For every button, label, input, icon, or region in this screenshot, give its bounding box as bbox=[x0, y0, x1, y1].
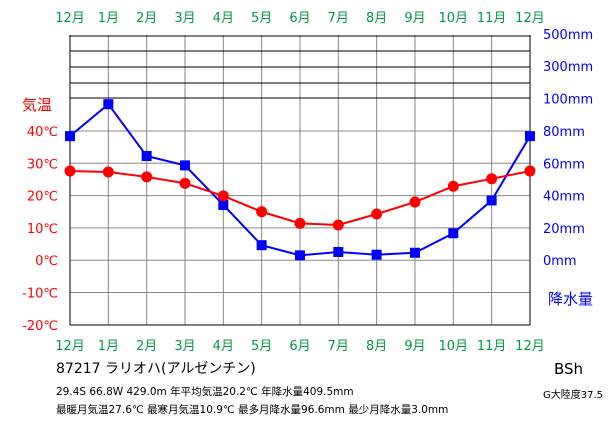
month-label-bottom: 2月 bbox=[136, 339, 157, 354]
month-label-bottom: 10月 bbox=[439, 339, 469, 354]
month-label-bottom: 11月 bbox=[477, 339, 507, 354]
precipitation-tick-label: 20mm bbox=[543, 222, 585, 237]
temperature-marker bbox=[524, 165, 536, 177]
month-label-bottom: 5月 bbox=[251, 339, 272, 354]
month-label-bottom: 12月 bbox=[515, 339, 545, 354]
temperature-marker bbox=[447, 180, 459, 192]
month-label-top: 3月 bbox=[174, 11, 195, 26]
month-label-top: 7月 bbox=[328, 11, 349, 26]
precipitation-axis-title: 降水量 bbox=[548, 290, 593, 308]
plot-frame bbox=[69, 35, 531, 326]
month-label-top: 12月 bbox=[55, 11, 85, 26]
temperature-tick-label: 20℃ bbox=[27, 190, 58, 205]
temperature-marker bbox=[141, 171, 153, 183]
month-label-top: 6月 bbox=[289, 11, 310, 26]
temperature-tick-label: -20℃ bbox=[22, 319, 58, 334]
grid-layer bbox=[70, 35, 530, 325]
station-name: 87217 ラリオハ(アルゼンチン) bbox=[56, 361, 256, 377]
precipitation-tick-label: 0mm bbox=[543, 254, 577, 269]
precipitation-marker bbox=[65, 131, 75, 142]
month-label-bottom: 4月 bbox=[213, 339, 234, 354]
temperature-marker bbox=[256, 206, 268, 218]
temperature-tick-label: 0℃ bbox=[35, 254, 58, 269]
precipitation-tick-label: 100mm bbox=[543, 93, 593, 108]
precipitation-marker bbox=[333, 246, 344, 257]
series-layer bbox=[64, 99, 536, 261]
precipitation-marker bbox=[524, 131, 535, 142]
month-label-top: 11月 bbox=[477, 11, 507, 26]
station-stats-line-2: 最暖月気温27.6℃ 最寒月気温10.9℃ 最多月降水量96.6mm 最少月降水… bbox=[56, 404, 449, 416]
month-label-bottom: 12月 bbox=[55, 339, 85, 354]
month-label-bottom: 8月 bbox=[366, 339, 387, 354]
precipitation-marker bbox=[218, 199, 229, 210]
month-label-bottom: 7月 bbox=[328, 339, 349, 354]
temperature-marker bbox=[332, 219, 344, 231]
month-label-top: 8月 bbox=[366, 11, 387, 26]
temperature-marker bbox=[179, 177, 191, 189]
month-label-top: 2月 bbox=[136, 11, 157, 26]
precipitation-marker bbox=[371, 249, 382, 260]
month-label-top: 4月 bbox=[213, 11, 234, 26]
temperature-marker bbox=[486, 173, 498, 185]
temperature-axis-title: 気温 bbox=[22, 96, 52, 114]
temperature-marker bbox=[294, 217, 306, 229]
continentality-index: G大陸度37.5 bbox=[542, 390, 603, 401]
precipitation-marker bbox=[294, 250, 305, 261]
temperature-marker bbox=[371, 208, 383, 220]
temperature-tick-label: -10℃ bbox=[22, 287, 58, 302]
climate-chart: 12月 12月 1月 1月 2月 2月 3月 3月 4月 4月 5月 5月 6月 6月 7月 7月 8月 8月 9月… bbox=[22, 11, 593, 354]
station-stats-line-1: 29.4S 66.8W 429.0m 年平均気温20.2℃ 年降水量409.5m… bbox=[56, 386, 354, 398]
precipitation-tick-label: 80mm bbox=[543, 125, 585, 140]
temperature-tick-label: 30℃ bbox=[27, 157, 58, 172]
precipitation-tick-label: 60mm bbox=[543, 157, 585, 172]
climate-classification: BSh bbox=[553, 360, 583, 378]
month-label-bottom: 6月 bbox=[289, 339, 310, 354]
month-label-top: 1月 bbox=[98, 11, 119, 26]
month-label-top: 10月 bbox=[439, 11, 469, 26]
month-label-bottom: 3月 bbox=[174, 339, 195, 354]
precipitation-marker bbox=[179, 160, 190, 171]
temperature-marker bbox=[102, 166, 114, 178]
temperature-tick-label: 10℃ bbox=[27, 222, 58, 237]
precipitation-tick-label: 500mm bbox=[543, 28, 593, 43]
temperature-tick-label: 40℃ bbox=[27, 125, 58, 140]
precipitation-marker bbox=[409, 247, 420, 258]
temperature-marker bbox=[409, 196, 421, 208]
temperature-marker bbox=[64, 165, 76, 177]
precipitation-marker bbox=[256, 240, 267, 251]
axis-labels: 12月 12月 1月 1月 2月 2月 3月 3月 4月 4月 5月 5月 6月 6月 7月 7月 8月 8月 9月… bbox=[22, 11, 593, 354]
precipitation-marker bbox=[141, 151, 152, 162]
precipitation-tick-label: 300mm bbox=[543, 60, 593, 75]
precipitation-tick-label: 40mm bbox=[543, 190, 585, 205]
precipitation-marker bbox=[486, 195, 497, 206]
month-label-top: 9月 bbox=[404, 11, 425, 26]
month-label-bottom: 1月 bbox=[98, 339, 119, 354]
temperature-marker bbox=[217, 190, 229, 202]
month-label-top: 5月 bbox=[251, 11, 272, 26]
month-label-bottom: 9月 bbox=[404, 339, 425, 354]
precipitation-marker bbox=[103, 99, 114, 110]
month-label-top: 12月 bbox=[515, 11, 545, 26]
precipitation-marker bbox=[448, 228, 459, 239]
